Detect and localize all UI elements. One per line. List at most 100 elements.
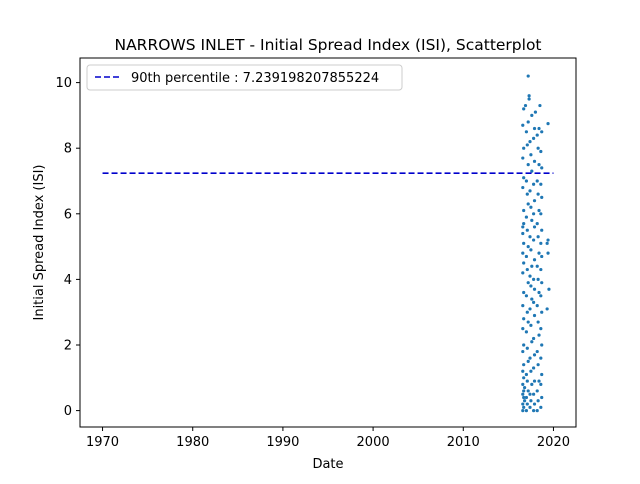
- data-point: [522, 261, 526, 265]
- data-point: [535, 179, 539, 183]
- data-point: [523, 103, 528, 108]
- data-point: [527, 97, 531, 101]
- data-point: [532, 392, 536, 396]
- data-point: [530, 382, 534, 386]
- data-point: [522, 376, 526, 380]
- data-point: [526, 245, 530, 249]
- data-point: [538, 103, 542, 108]
- y-tick-label: 0: [64, 404, 72, 419]
- data-point: [524, 130, 529, 134]
- data-point: [521, 349, 525, 354]
- data-point: [529, 205, 533, 209]
- data-point: [525, 143, 529, 147]
- data-point: [536, 235, 540, 239]
- data-point: [526, 359, 530, 363]
- data-point: [524, 294, 529, 298]
- data-point: [532, 409, 536, 413]
- data-point: [532, 277, 536, 281]
- data-point: [526, 163, 530, 167]
- data-point: [522, 176, 526, 180]
- data-point: [532, 336, 536, 341]
- y-tick-label: 8: [64, 142, 72, 157]
- data-point: [524, 215, 529, 219]
- data-point: [525, 192, 529, 196]
- data-point: [523, 386, 527, 390]
- data-point: [528, 274, 532, 278]
- data-point: [521, 304, 525, 308]
- data-point: [536, 363, 540, 367]
- data-point: [524, 179, 529, 183]
- data-point: [529, 153, 533, 157]
- data-point: [539, 327, 543, 331]
- data-point: [530, 113, 534, 117]
- data-point: [530, 169, 534, 173]
- data-point: [521, 369, 525, 373]
- data-point: [522, 146, 526, 150]
- data-point: [532, 238, 536, 242]
- data-point: [526, 120, 530, 124]
- data-point: [533, 110, 538, 114]
- data-point: [522, 343, 526, 347]
- data-point: [539, 267, 543, 272]
- data-point: [529, 369, 533, 373]
- data-point: [529, 323, 533, 327]
- data-point: [532, 353, 537, 357]
- data-point: [540, 254, 544, 259]
- data-point: [539, 212, 543, 216]
- data-point: [537, 290, 541, 295]
- data-point: [535, 222, 539, 226]
- data-point: [528, 189, 532, 193]
- data-point: [522, 208, 526, 213]
- data-point: [524, 395, 529, 400]
- data-point: [539, 182, 543, 186]
- data-point: [521, 156, 525, 160]
- data-point: [540, 195, 544, 199]
- legend: 90th percentile : 7.239198207855224: [86, 64, 403, 91]
- y-axis: 0 2 4 6 8 10: [55, 76, 80, 419]
- data-point: [535, 389, 539, 393]
- data-point: [521, 251, 525, 255]
- data-point: [537, 208, 541, 213]
- data-point: [532, 136, 536, 140]
- data-point: [532, 212, 536, 216]
- data-point: [532, 199, 537, 203]
- data-point: [545, 241, 549, 245]
- data-point: [521, 382, 525, 386]
- data-point: [529, 399, 533, 403]
- x-tick-label: 2000: [357, 435, 390, 450]
- data-point: [523, 399, 527, 403]
- x-tick-label: 2020: [537, 435, 570, 450]
- data-point: [522, 389, 526, 393]
- data-point: [526, 320, 530, 324]
- data-point: [528, 356, 532, 360]
- data-point: [532, 159, 537, 163]
- data-point: [525, 379, 529, 383]
- data-point: [524, 254, 529, 259]
- x-axis: 1970 1980 1990 2000 2010 2020: [86, 427, 570, 450]
- data-point: [539, 382, 543, 386]
- data-point: [522, 363, 526, 367]
- data-point: [535, 409, 539, 413]
- data-point: [521, 392, 525, 396]
- chart-title: NARROWS INLET - Initial Spread Index (IS…: [114, 36, 541, 54]
- data-point: [532, 300, 536, 304]
- data-point: [539, 356, 543, 360]
- data-point: [521, 409, 525, 413]
- data-point: [526, 389, 530, 393]
- data-point: [532, 182, 536, 186]
- data-point: [540, 281, 544, 285]
- data-point: [540, 130, 544, 134]
- data-point: [535, 264, 539, 268]
- data-point: [540, 166, 544, 170]
- data-point: [545, 307, 549, 311]
- data-point: [528, 307, 532, 311]
- data-point: [525, 267, 529, 272]
- x-tick-label: 2010: [447, 435, 480, 450]
- data-point: [525, 228, 529, 232]
- data-point: [536, 192, 540, 196]
- x-tick-label: 1970: [86, 435, 119, 450]
- data-point: [532, 402, 537, 406]
- data-point: [532, 225, 537, 229]
- data-point: [532, 258, 537, 262]
- legend-label: 90th percentile : 7.239198207855224: [131, 71, 379, 86]
